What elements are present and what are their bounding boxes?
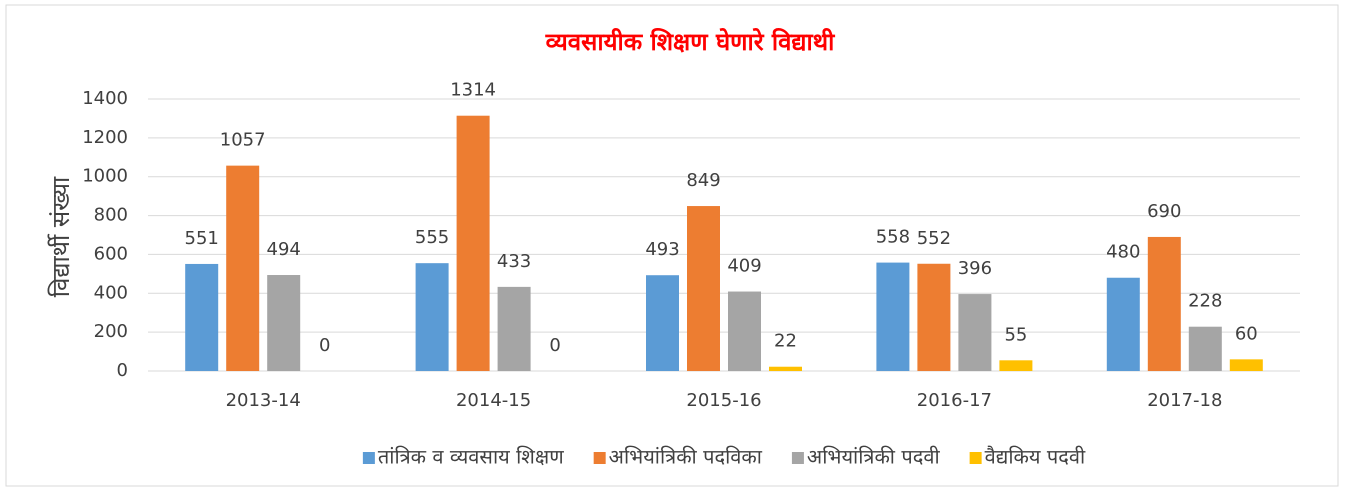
y-tick-label: 400 [94, 282, 128, 303]
bar [646, 275, 679, 371]
bar [226, 165, 260, 371]
data-label: 22 [774, 331, 797, 352]
y-tick-label: 800 [94, 205, 128, 226]
legend-label: अभियांत्रिकी पदवी [807, 445, 941, 469]
legend-swatch [791, 452, 804, 464]
bar [917, 263, 951, 371]
y-tick-label: 1400 [82, 88, 128, 109]
bar [267, 275, 301, 371]
y-tick-label: 0 [117, 360, 128, 381]
data-label: 494 [267, 239, 301, 260]
bar [876, 262, 910, 371]
bar [1188, 326, 1222, 371]
bar [497, 286, 531, 371]
bar [185, 263, 219, 371]
chart-title: व्यवसायीक शिक्षण घेणारे विद्याथी [545, 28, 835, 56]
y-axis-title: विद्यार्थी संख्या [47, 176, 75, 297]
y-tick-label: 1000 [82, 166, 128, 187]
y-tick-label: 200 [94, 321, 128, 342]
legend-swatch [362, 452, 375, 464]
data-label: 558 [876, 227, 910, 248]
bar [1106, 277, 1140, 371]
data-label: 409 [727, 256, 761, 277]
x-tick-label: 2016-17 [917, 390, 992, 411]
bar [415, 263, 449, 371]
bar [687, 206, 720, 371]
data-label: 849 [686, 170, 720, 191]
bar [999, 360, 1033, 371]
bar [958, 294, 992, 371]
legend-label: अभियांत्रिकी पदविका [609, 445, 763, 469]
x-tick-label: 2013-14 [226, 390, 301, 411]
x-tick-label: 2014-15 [456, 390, 531, 411]
data-label: 551 [185, 228, 219, 249]
legend-swatch [593, 452, 606, 464]
bar [1147, 236, 1181, 371]
data-label: 552 [917, 228, 951, 249]
data-label: 0 [319, 335, 330, 356]
data-label: 396 [958, 258, 992, 279]
bar [456, 115, 490, 371]
data-label: 55 [1004, 324, 1027, 345]
legend-label: वैद्यकिय पदवी [985, 445, 1086, 469]
data-label: 690 [1147, 201, 1181, 222]
y-tick-label: 1200 [82, 127, 128, 148]
data-label: 228 [1188, 291, 1222, 312]
bar [728, 291, 761, 371]
data-label: 1314 [450, 80, 496, 101]
legend-label: तांत्रिक व व्यवसाय शिक्षण [378, 445, 564, 469]
data-label: 433 [497, 251, 531, 272]
legend-swatch [969, 452, 982, 464]
bar [1229, 359, 1263, 371]
data-label: 480 [1106, 242, 1140, 263]
data-label: 60 [1235, 323, 1258, 344]
x-tick-label: 2017-18 [1147, 390, 1222, 411]
bar [769, 366, 802, 371]
data-label: 555 [415, 227, 449, 248]
data-label: 493 [645, 239, 679, 260]
data-label: 0 [549, 335, 560, 356]
x-tick-label: 2015-16 [686, 390, 761, 411]
y-tick-label: 600 [94, 243, 128, 264]
data-label: 1057 [220, 130, 266, 151]
